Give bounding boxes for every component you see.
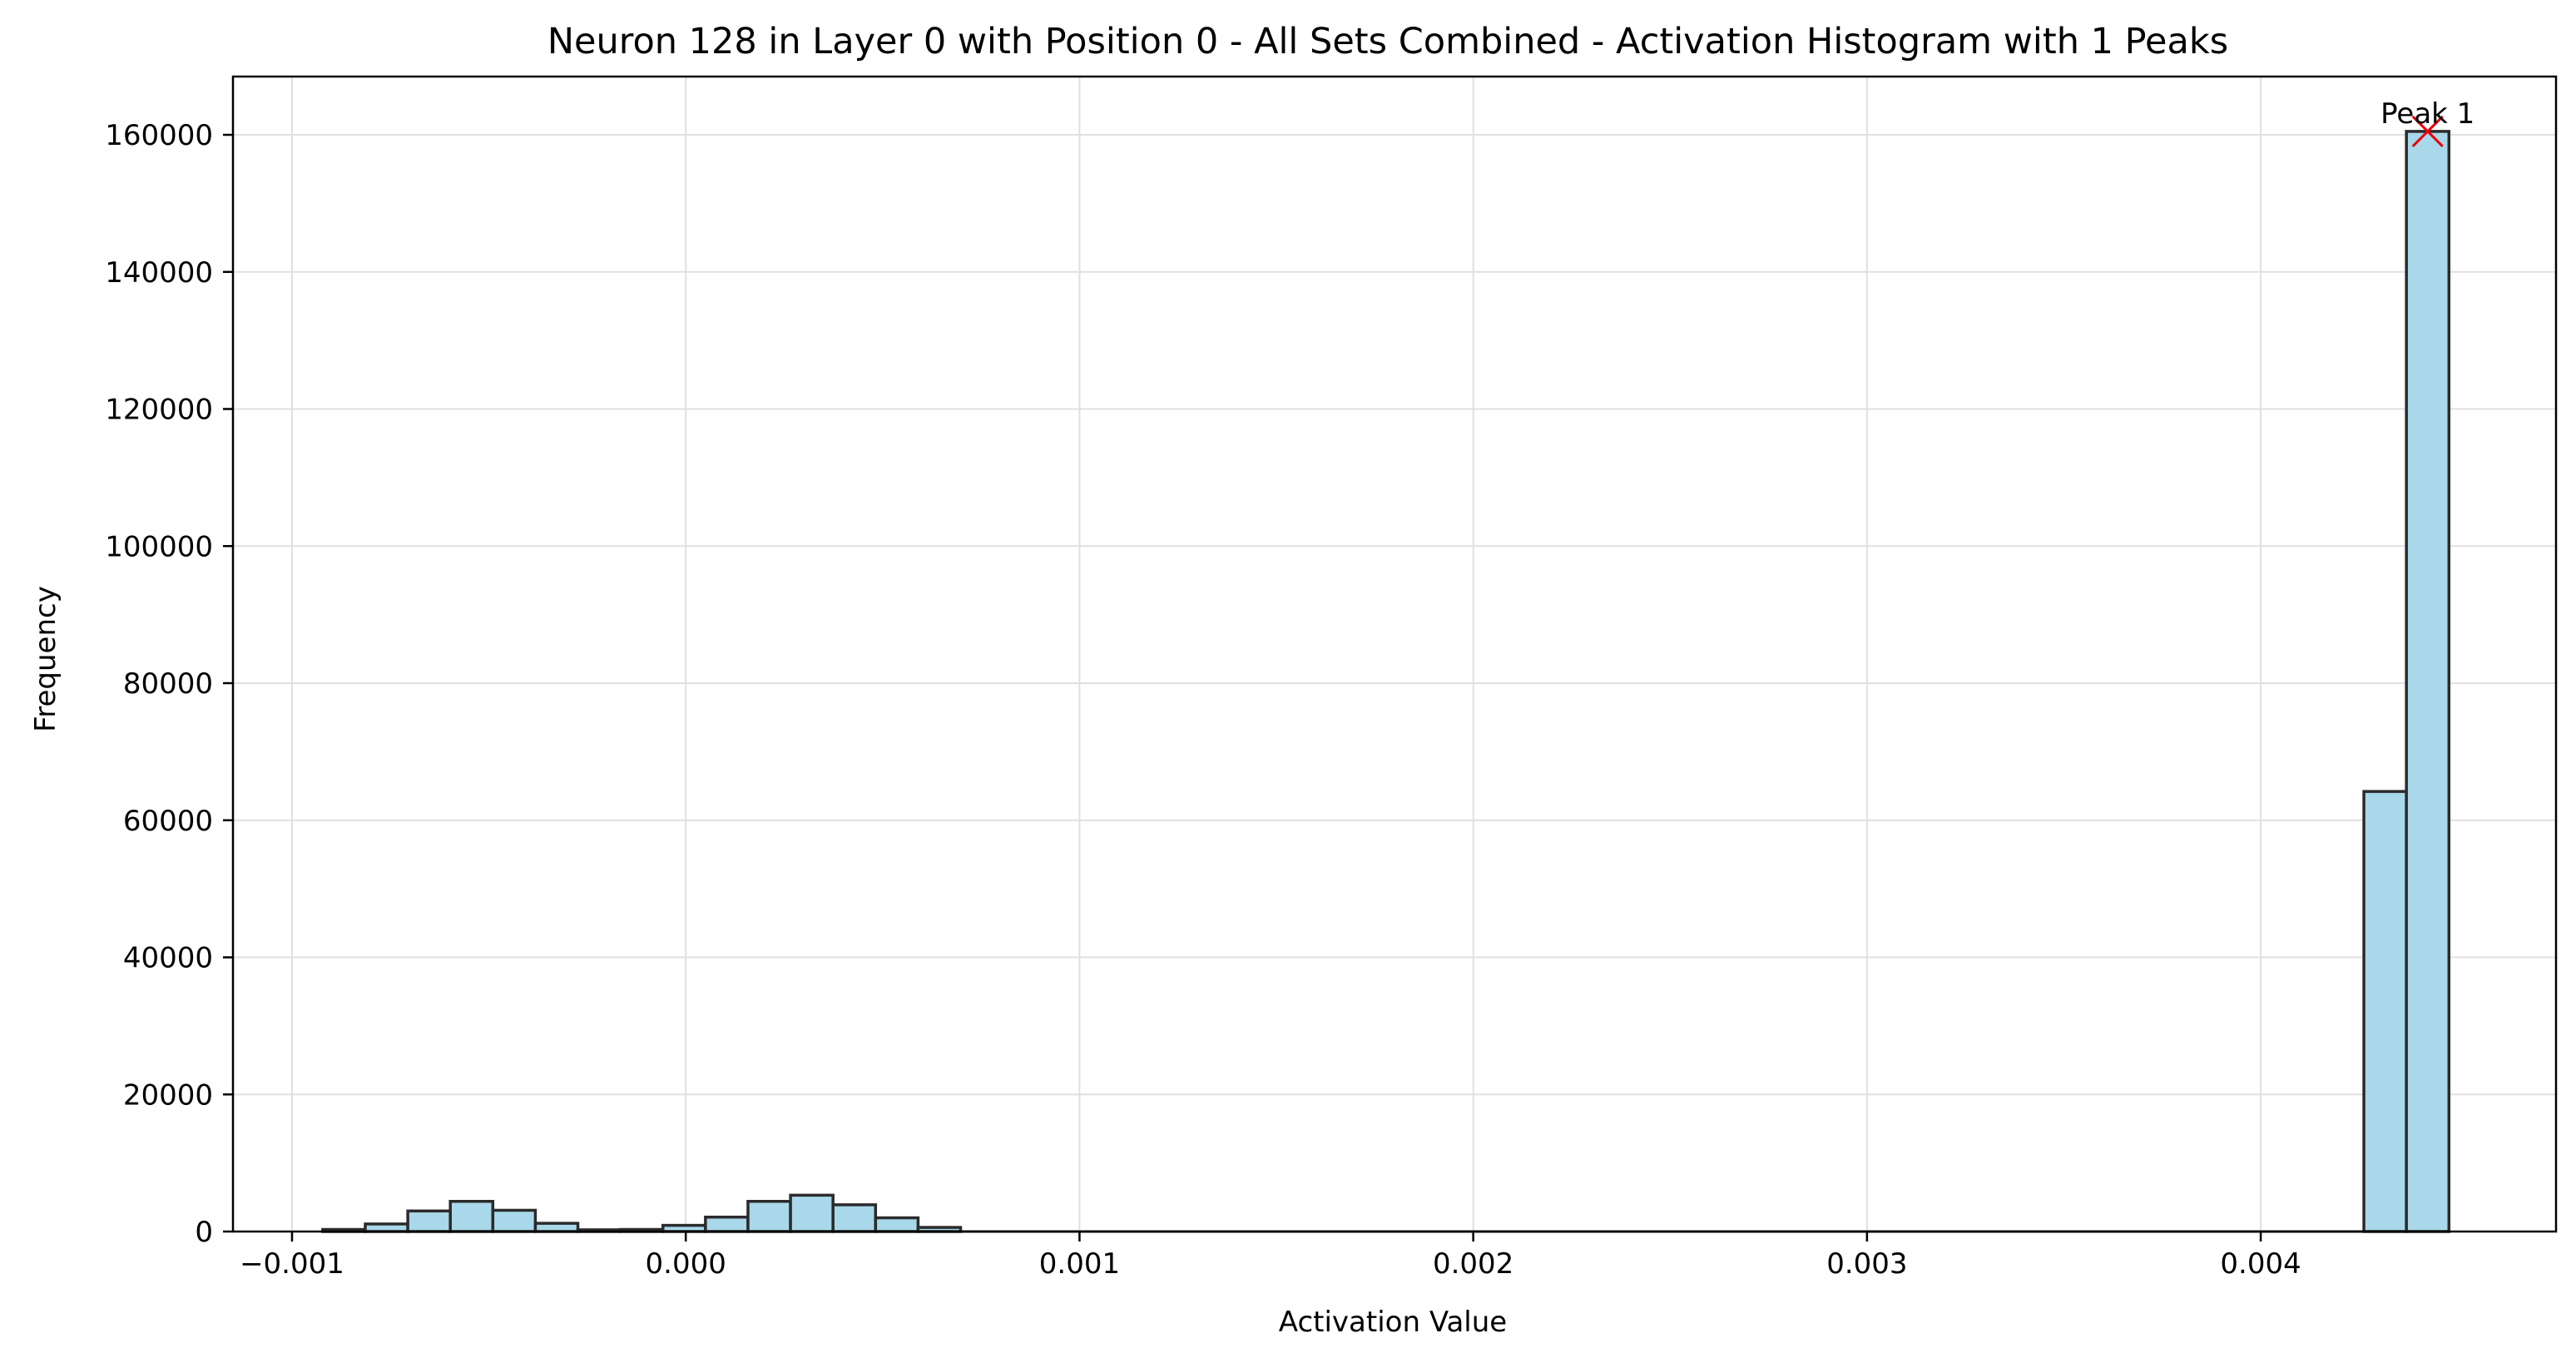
y-axis-title: Frequency <box>29 586 62 732</box>
peak-marker-stroke <box>2411 115 2444 147</box>
x-axis-title: Activation Value <box>1279 1306 1507 1339</box>
histogram-bar <box>406 1209 452 1233</box>
histogram-bar <box>746 1200 792 1233</box>
peak-annotations: Peak 1 <box>2380 97 2474 147</box>
x-tick-label: 0.000 <box>646 1247 726 1281</box>
x-tick-label: 0.001 <box>1039 1247 1120 1281</box>
plot-frame <box>231 75 2558 1233</box>
peak-label: Peak 1 <box>2380 97 2474 131</box>
x-tick-label: 0.004 <box>2220 1247 2301 1281</box>
y-tick-label: 100000 <box>105 530 213 563</box>
x-tick-label: 0.003 <box>1826 1247 1907 1281</box>
grid-lines <box>233 77 2556 1232</box>
histogram-bar <box>2362 790 2408 1233</box>
histogram-bar <box>533 1222 580 1233</box>
histogram-bar <box>831 1203 878 1233</box>
histogram-bars <box>321 130 2451 1233</box>
chart-title: Neuron 128 in Layer 0 with Position 0 - … <box>547 21 2228 62</box>
histogram-bar <box>789 1193 835 1233</box>
y-tick-label: 160000 <box>105 119 213 152</box>
y-tick-label: 20000 <box>123 1078 213 1112</box>
y-tick-label: 60000 <box>123 805 213 838</box>
histogram-bar <box>448 1200 495 1233</box>
x-tick-label: −0.001 <box>240 1247 344 1281</box>
peak-marker <box>2411 115 2444 147</box>
histogram-bar <box>2405 130 2451 1233</box>
y-tick-label: 80000 <box>123 667 213 701</box>
histogram-bar <box>491 1208 537 1233</box>
y-tick-label: 40000 <box>123 942 213 975</box>
y-tick-label: 0 <box>195 1216 213 1249</box>
histogram-bar <box>874 1216 920 1233</box>
histogram-bar <box>364 1222 409 1233</box>
y-tick-label: 140000 <box>105 256 213 290</box>
y-tick-label: 120000 <box>105 394 213 427</box>
axes: −0.001 0.000 0.001 0.002 0.003 0.004 0 20000 400… <box>105 75 2558 1281</box>
histogram-bar <box>704 1215 750 1233</box>
x-tick-label: 0.002 <box>1433 1247 1513 1281</box>
